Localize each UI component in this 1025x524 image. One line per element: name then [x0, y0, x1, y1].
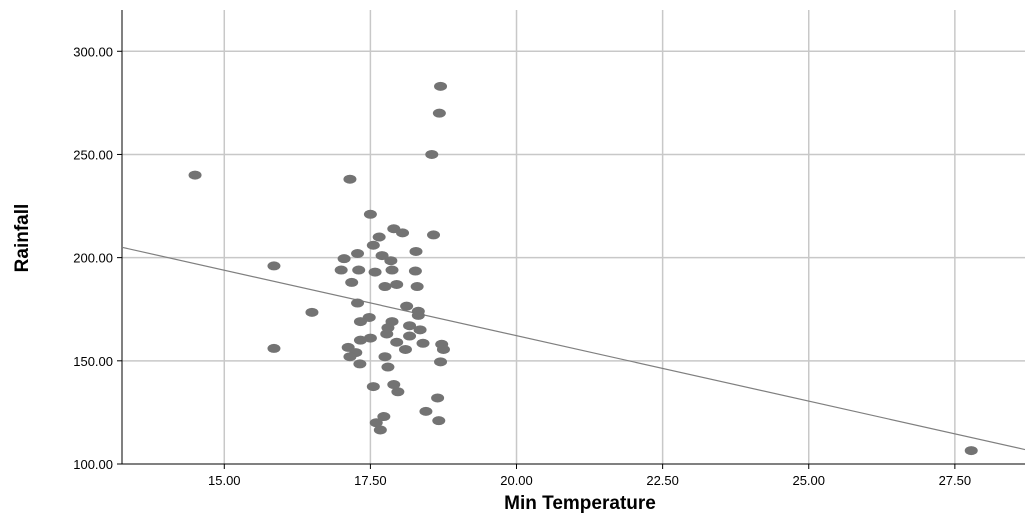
y-axis-title: Rainfall [12, 204, 33, 273]
data-point [378, 352, 392, 362]
data-point [398, 344, 412, 354]
y-tick-label: 200.00 [73, 251, 113, 266]
data-point [390, 279, 404, 289]
data-point [353, 359, 367, 369]
data-point [410, 282, 424, 292]
data-point [378, 282, 392, 292]
data-point [353, 317, 367, 327]
x-tick-label: 20.00 [500, 473, 533, 488]
data-point [408, 266, 422, 276]
data-point [363, 333, 377, 343]
x-tick-label: 25.00 [792, 473, 825, 488]
data-point [425, 149, 439, 159]
x-tick-label: 15.00 [208, 473, 241, 488]
data-point [403, 331, 417, 341]
data-point [385, 265, 399, 275]
data-point [375, 251, 389, 261]
data-point [343, 352, 357, 362]
data-point [343, 174, 357, 184]
data-point [377, 412, 391, 422]
y-tick-label: 100.00 [73, 457, 113, 472]
data-point [267, 261, 281, 271]
data-point [390, 337, 404, 347]
data-point [368, 267, 382, 277]
y-tick-label: 150.00 [73, 354, 113, 369]
data-point [409, 246, 423, 256]
data-point [351, 249, 365, 259]
points-layer [188, 81, 978, 456]
data-point [353, 335, 367, 345]
data-point [267, 343, 281, 353]
data-point [419, 406, 433, 416]
fit-line-layer [121, 246, 1025, 451]
data-point [305, 307, 319, 317]
data-point [366, 240, 380, 250]
x-tick-label: 27.50 [939, 473, 972, 488]
data-point [188, 170, 202, 180]
data-point [369, 418, 383, 428]
data-point [434, 81, 448, 91]
data-point [432, 108, 446, 118]
x-axis-title: Min Temperature [504, 493, 656, 514]
data-point [413, 325, 427, 335]
data-point [432, 416, 446, 426]
data-point [337, 254, 351, 264]
data-point [411, 310, 425, 320]
x-tick-label: 17.50 [354, 473, 387, 488]
data-point [384, 256, 398, 266]
data-point [964, 446, 978, 456]
y-tick-label: 250.00 [73, 147, 113, 162]
data-point [434, 357, 448, 367]
data-point [334, 265, 348, 275]
fit-line [121, 246, 1025, 451]
tick-labels-layer: 15.00 17.50 20.00 22.50 25.00 27.50 100.00 150.… [73, 44, 971, 488]
data-point [416, 338, 430, 348]
grid-layer [122, 10, 1025, 464]
data-point [431, 393, 445, 403]
data-point [391, 387, 405, 397]
axis-layer [117, 10, 1025, 469]
data-point [373, 425, 387, 435]
data-point [363, 209, 377, 219]
data-point [396, 228, 410, 238]
x-tick-label: 22.50 [646, 473, 679, 488]
data-point [372, 232, 386, 242]
data-point [427, 230, 441, 240]
data-point [381, 362, 395, 372]
data-point [387, 380, 401, 390]
data-point [366, 382, 380, 392]
data-point [345, 277, 359, 287]
data-point [351, 298, 365, 308]
data-point [403, 321, 417, 331]
data-point [380, 329, 394, 339]
data-point [352, 265, 366, 275]
data-point [400, 301, 414, 311]
data-point [436, 344, 450, 354]
y-tick-label: 300.00 [73, 44, 113, 59]
